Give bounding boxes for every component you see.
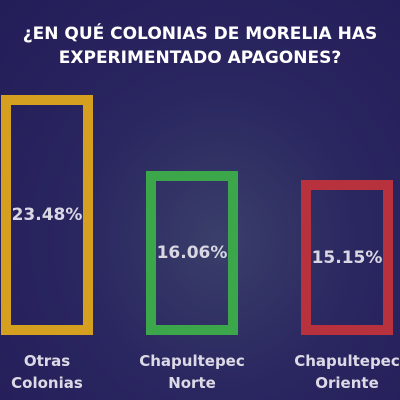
bar bbox=[1, 95, 93, 335]
data-label: 15.15% bbox=[311, 247, 383, 268]
category-label: Chapultepec Norte bbox=[139, 352, 245, 392]
category-label: Chapultepec Oriente bbox=[294, 352, 400, 392]
bar bbox=[146, 170, 238, 335]
data-label: 16.06% bbox=[156, 242, 228, 263]
chart-title: ¿EN QUÉ COLONIAS DE MORELIA HAS EXPERIME… bbox=[22, 24, 378, 68]
data-label: 23.48% bbox=[11, 205, 83, 226]
category-label: Otras Colonias bbox=[11, 352, 83, 392]
bar bbox=[301, 180, 393, 335]
